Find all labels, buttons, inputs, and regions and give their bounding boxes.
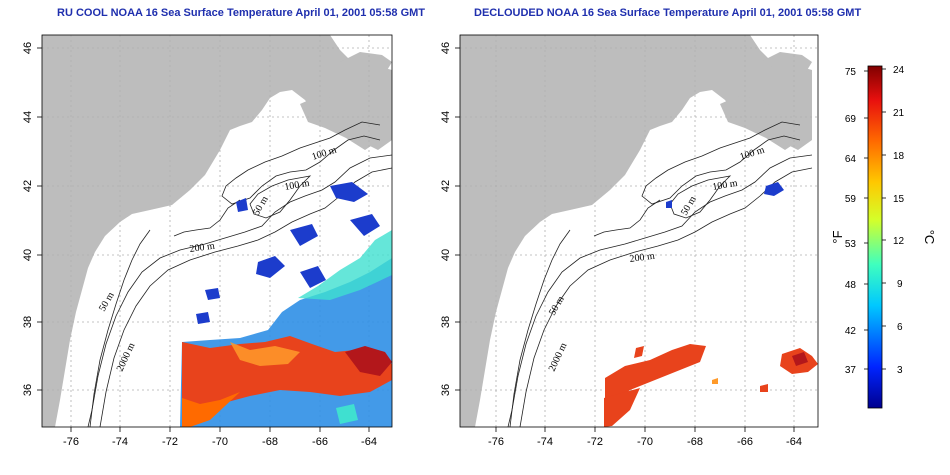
right-lon-tick: -66: [737, 436, 753, 448]
contour-label-200m-left: 200 m: [189, 241, 216, 255]
left-lat-tick: 46: [22, 42, 34, 54]
colorbar-f-tick: 75: [845, 67, 857, 78]
colorbar-c-tick: 9: [897, 279, 903, 290]
colorbar-c-tick: 6: [897, 322, 903, 333]
colorbar-gradient: [867, 65, 883, 409]
right-lat-tick: 40: [440, 249, 452, 261]
right-lon-axis: -76 -74 -72 -70 -68 -66 -64: [488, 427, 802, 448]
right-lon-tick: -74: [537, 436, 553, 448]
left-map[interactable]: [0, 35, 392, 427]
left-lon-tick: -70: [212, 436, 228, 448]
right-lon-tick: -72: [587, 436, 603, 448]
left-map-frame: [41, 34, 393, 428]
left-lat-tick: 38: [22, 316, 34, 328]
colorbar-fahrenheit-unit: °F: [830, 230, 845, 243]
left-lon-tick: -74: [112, 436, 128, 448]
colorbar-c-tick: 3: [897, 365, 903, 376]
left-lat-tick: 40: [22, 249, 34, 261]
left-lon-tick: -72: [162, 436, 178, 448]
colorbar-celsius-unit: °C: [922, 230, 937, 245]
left-lat-tick: 44: [22, 111, 34, 123]
colorbar-f-tick: 64: [845, 154, 857, 165]
right-lon-tick: -68: [687, 436, 703, 448]
right-lat-tick: 44: [440, 111, 452, 123]
right-lat-axis: 36 38 40 42 44 46: [440, 42, 460, 396]
right-lon-tick: -70: [637, 436, 653, 448]
right-map[interactable]: [420, 35, 818, 427]
left-lon-tick: -66: [312, 436, 328, 448]
left-lon-tick: -68: [262, 436, 278, 448]
right-lat-tick: 36: [440, 384, 452, 396]
contour-label-200m-right: 200 m: [629, 251, 656, 265]
colorbar-c-tick: 15: [893, 194, 905, 205]
left-map-title: RU COOL NOAA 16 Sea Surface Temperature …: [57, 7, 426, 19]
left-lat-tick: 36: [22, 384, 34, 396]
right-lon-tick: -76: [488, 436, 504, 448]
colorbar: 75 69 64 59 53 48 42 37 24 21 18 15 12 9…: [830, 65, 937, 409]
right-map-title: DECLOUDED NOAA 16 Sea Surface Temperatur…: [474, 7, 862, 19]
left-sst-field: [180, 182, 392, 427]
left-lon-axis: -76 -74 -72 -70 -68 -66 -64: [63, 427, 377, 448]
colorbar-f-tick: 69: [845, 114, 857, 125]
colorbar-c-tick: 24: [893, 65, 905, 76]
colorbar-f-tick: 48: [845, 280, 857, 291]
right-lat-tick: 38: [440, 316, 452, 328]
contour-label-100m-right-b: 100 m: [712, 178, 739, 193]
contour-label-100m-left-b: 100 m: [284, 178, 311, 193]
right-lon-tick: -64: [786, 436, 802, 448]
colorbar-f-tick: 59: [845, 194, 857, 205]
colorbar-f-tick: 37: [845, 365, 857, 376]
right-sst-field: [604, 182, 818, 427]
colorbar-c-tick: 18: [893, 151, 905, 162]
colorbar-f-tick: 42: [845, 326, 857, 337]
colorbar-f-tick: 53: [845, 239, 857, 250]
right-lat-tick: 46: [440, 42, 452, 54]
left-lat-tick: 42: [22, 180, 34, 192]
left-lon-tick: -76: [63, 436, 79, 448]
colorbar-c-tick: 12: [893, 236, 905, 247]
left-lat-axis: 36 38 40 42 44 46: [22, 42, 42, 396]
right-lat-tick: 42: [440, 180, 452, 192]
left-lon-tick: -64: [361, 436, 377, 448]
right-map-frame: [459, 34, 819, 428]
colorbar-c-tick: 21: [893, 108, 905, 119]
